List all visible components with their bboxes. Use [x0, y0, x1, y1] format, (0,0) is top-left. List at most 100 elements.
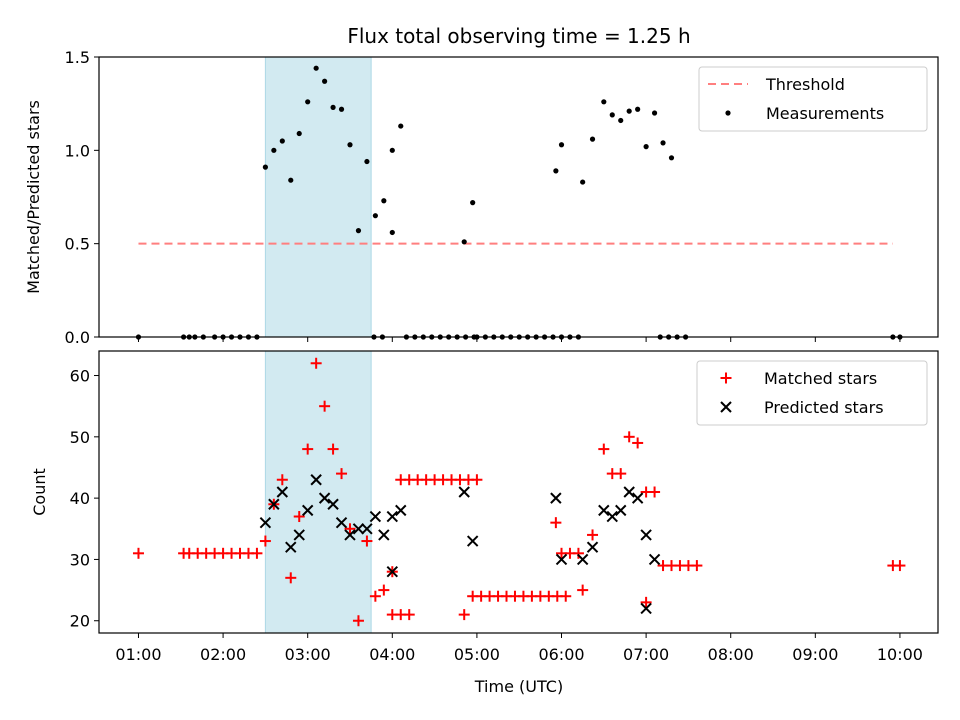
legend-label: Threshold — [765, 75, 845, 94]
matched-star-point — [293, 511, 305, 523]
predicted-star-point — [640, 602, 652, 615]
matched-star-point — [471, 474, 483, 486]
matched-star-point — [132, 547, 144, 559]
matched-star-point — [378, 584, 390, 596]
predicted-star-stroke — [369, 510, 382, 523]
matched-star-point — [550, 517, 562, 529]
x-tick-label: 10:00 — [877, 645, 923, 664]
measurement-point — [609, 112, 615, 118]
predicted-star-stroke — [555, 553, 568, 566]
predicted-star-point — [648, 553, 661, 566]
legend-label: Measurements — [766, 104, 884, 123]
matched-star-point — [302, 443, 314, 455]
y-tick-label: 20 — [70, 612, 90, 631]
x-tick-label: 02:00 — [200, 645, 246, 664]
y-tick-label: 50 — [70, 428, 90, 447]
predicted-star-point — [301, 504, 314, 517]
predicted-star-point — [386, 510, 399, 523]
predicted-star-stroke — [386, 510, 399, 523]
predicted-star-point — [615, 504, 627, 517]
measurement-point — [271, 147, 277, 153]
matched-star-point — [369, 590, 381, 602]
predicted-star-stroke — [576, 553, 589, 566]
axes-frame — [98, 56, 939, 338]
predicted-star-point — [623, 486, 635, 498]
matched-star-point — [623, 431, 635, 443]
predicted-star-stroke — [318, 492, 331, 504]
predicted-star-point — [318, 492, 331, 504]
matched-star-point — [352, 615, 364, 627]
measurement-point — [355, 228, 362, 234]
predicted-star-point — [458, 486, 470, 498]
predicted-star-stroke — [623, 486, 635, 498]
measurement-point — [635, 106, 641, 112]
predicted-star-stroke — [310, 474, 322, 486]
highlight-span — [264, 56, 372, 338]
predicted-star-point — [344, 529, 356, 541]
legend-box — [698, 66, 928, 132]
matched-star-point — [577, 584, 589, 596]
measurement-point — [651, 110, 658, 116]
legend-label: Matched stars — [764, 369, 877, 388]
predicted-star-stroke — [615, 504, 627, 517]
predicted-star-stroke — [466, 535, 479, 547]
measurement-point — [398, 123, 404, 129]
matched-star-point — [319, 400, 331, 412]
predicted-star-stroke — [598, 504, 610, 517]
matched-star-point — [640, 596, 652, 608]
matched-star-point — [310, 357, 322, 369]
y-tick-label: 1.5 — [65, 48, 90, 67]
legend-box — [696, 360, 928, 426]
y-tick-label: 40 — [70, 489, 90, 508]
matched-star-point — [403, 609, 415, 621]
measurement-point — [305, 99, 311, 105]
predicted-star-point — [310, 474, 322, 486]
predicted-star-point — [378, 529, 390, 541]
measurement-point — [558, 142, 565, 148]
chart-title: Flux total observing time = 1.25 h — [347, 24, 690, 48]
measurement-point — [470, 200, 476, 206]
bottom-panel: 20 30 40 50 60 01:00 02:00 03:00 04:00 05:00 06:00… — [30, 350, 939, 664]
matched-star-point — [587, 529, 599, 541]
predicted-star-stroke — [458, 486, 470, 498]
measurement-point — [262, 164, 268, 170]
axes-frame — [98, 350, 939, 634]
x-tick-label: 03:00 — [285, 645, 331, 664]
legend-matched-swatch — [720, 372, 732, 384]
matched-star-point — [361, 535, 373, 547]
predicted-star-point — [466, 535, 479, 547]
matched-star-point — [251, 547, 263, 559]
x-axis-label: Time (UTC) — [474, 677, 563, 696]
matched-star-point — [259, 535, 271, 547]
matched-star-point — [336, 468, 348, 480]
predicted-star-point — [606, 510, 618, 523]
measurement-point — [660, 140, 666, 146]
matched-star-point — [632, 437, 644, 449]
measurement-point — [372, 213, 378, 219]
predicted-star-stroke — [648, 553, 661, 566]
measurement-point — [322, 78, 328, 84]
measurement-point — [389, 229, 395, 236]
y-tick-label: 30 — [70, 550, 90, 569]
predicted-star-stroke — [378, 529, 390, 541]
measurement-point — [389, 147, 395, 153]
legend-measurement-swatch — [725, 110, 731, 116]
measurement-point — [338, 106, 345, 112]
matched-star-point — [894, 560, 906, 572]
predicted-star-stroke — [586, 541, 599, 553]
measurement-point — [643, 144, 649, 150]
matched-star-point — [344, 523, 356, 535]
x-tick-label: 06:00 — [538, 645, 584, 664]
x-tick-label: 09:00 — [792, 645, 838, 664]
x-tick-label: 04:00 — [369, 645, 415, 664]
predicted-star-point — [352, 523, 365, 535]
measurement-point — [347, 142, 353, 148]
predicted-star-stroke — [606, 510, 618, 523]
predicted-star-point — [598, 504, 610, 517]
matched-star-point — [560, 590, 572, 602]
y-tick-label: 1.0 — [65, 141, 90, 160]
legend-label: Predicted stars — [764, 398, 884, 417]
measurement-point — [589, 136, 596, 142]
predicted-star-stroke — [344, 529, 356, 541]
